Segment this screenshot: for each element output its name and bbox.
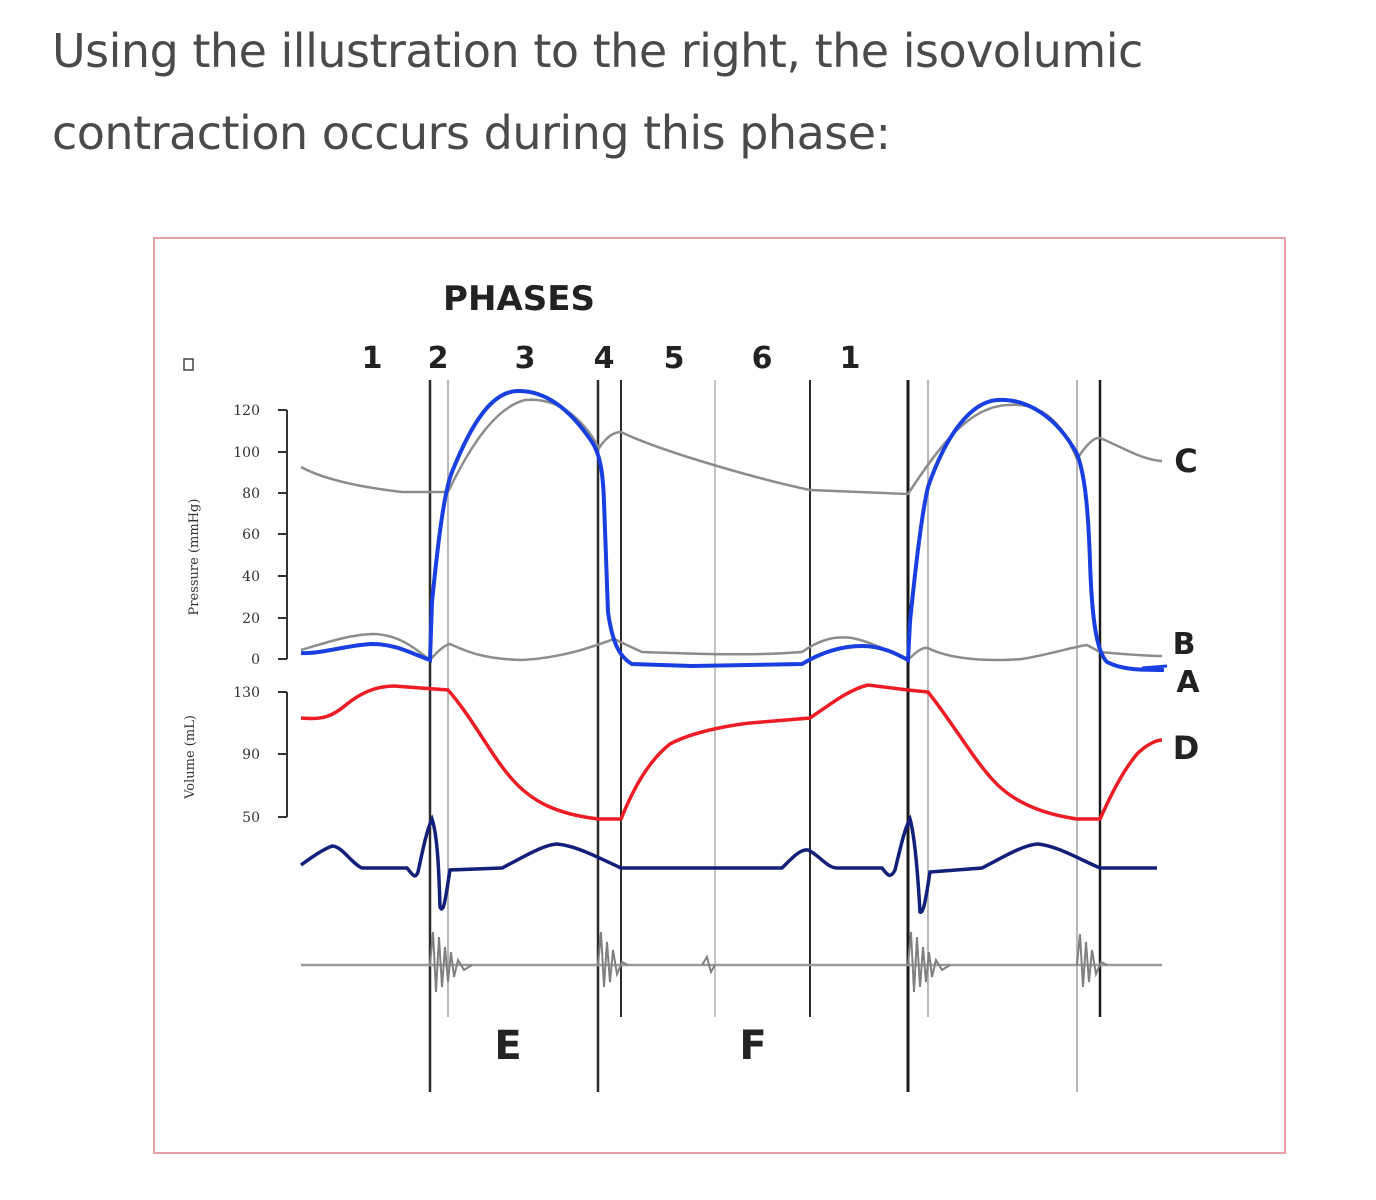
pressure-axis: Pressure (mmHg) 120 100 80 60 40 20 0 <box>187 403 288 668</box>
pressure-tick: 120 <box>233 403 260 419</box>
cardiac-cycle-figure: PHASES 1 2 3 4 5 6 1 Pressur <box>153 237 1286 1154</box>
heart-sound-s1 <box>429 931 473 993</box>
volume-tick: 90 <box>242 747 260 763</box>
volume-axis: Volume (mL) 130 90 50 <box>183 685 288 826</box>
question-line-1: Using the illustration to the right, the… <box>52 24 1143 78</box>
phase-number-4: 4 <box>594 341 615 376</box>
ventricular-pressure-curve <box>300 388 1165 672</box>
phase-numbers: 1 2 3 4 5 6 1 <box>362 341 861 376</box>
curve-label-c: C <box>1174 442 1197 480</box>
question-line-2: contraction occurs during this phase: <box>52 106 891 160</box>
volume-axis-label: Volume (mL) <box>183 715 198 800</box>
pressure-tick: 60 <box>242 527 260 543</box>
ecg-curve <box>299 814 1157 914</box>
heart-sound-s2b <box>1076 933 1108 988</box>
bottom-label-e: E <box>494 1023 521 1069</box>
phase-number-1b: 1 <box>840 341 861 376</box>
phases-title: PHASES <box>443 279 595 319</box>
heart-sound-s3 <box>701 954 716 975</box>
phonocardiogram <box>301 931 1162 993</box>
corner-box-icon <box>183 358 194 371</box>
ventricular-volume-curve <box>300 683 1163 821</box>
phase-number-5: 5 <box>664 341 685 376</box>
pressure-tick: 40 <box>242 569 260 585</box>
heart-sound-s2 <box>597 931 629 988</box>
wiggers-diagram: PHASES 1 2 3 4 5 6 1 Pressur <box>183 279 1200 1092</box>
pressure-axis-label: Pressure (mmHg) <box>187 499 202 616</box>
phase-number-2: 2 <box>428 341 449 376</box>
volume-tick: 50 <box>242 810 260 826</box>
curve-label-d: D <box>1173 729 1200 767</box>
phase-number-6: 6 <box>752 341 773 376</box>
curve-label-b: B <box>1173 627 1196 662</box>
curve-label-a: A <box>1176 665 1200 700</box>
pressure-tick: 80 <box>242 486 260 502</box>
heart-sound-s1b <box>907 931 951 993</box>
phase-number-3: 3 <box>515 341 536 376</box>
question-text: Using the illustration to the right, the… <box>52 10 1302 174</box>
phase-number-1: 1 <box>362 341 383 376</box>
pressure-tick: 0 <box>251 652 260 668</box>
phase-divider-lines <box>428 380 1102 1092</box>
pressure-tick: 20 <box>242 611 260 627</box>
ventricular-pressure-extension <box>1141 664 1168 670</box>
pressure-tick: 100 <box>233 445 260 461</box>
volume-tick: 130 <box>233 685 260 701</box>
bottom-label-f: F <box>739 1023 766 1069</box>
